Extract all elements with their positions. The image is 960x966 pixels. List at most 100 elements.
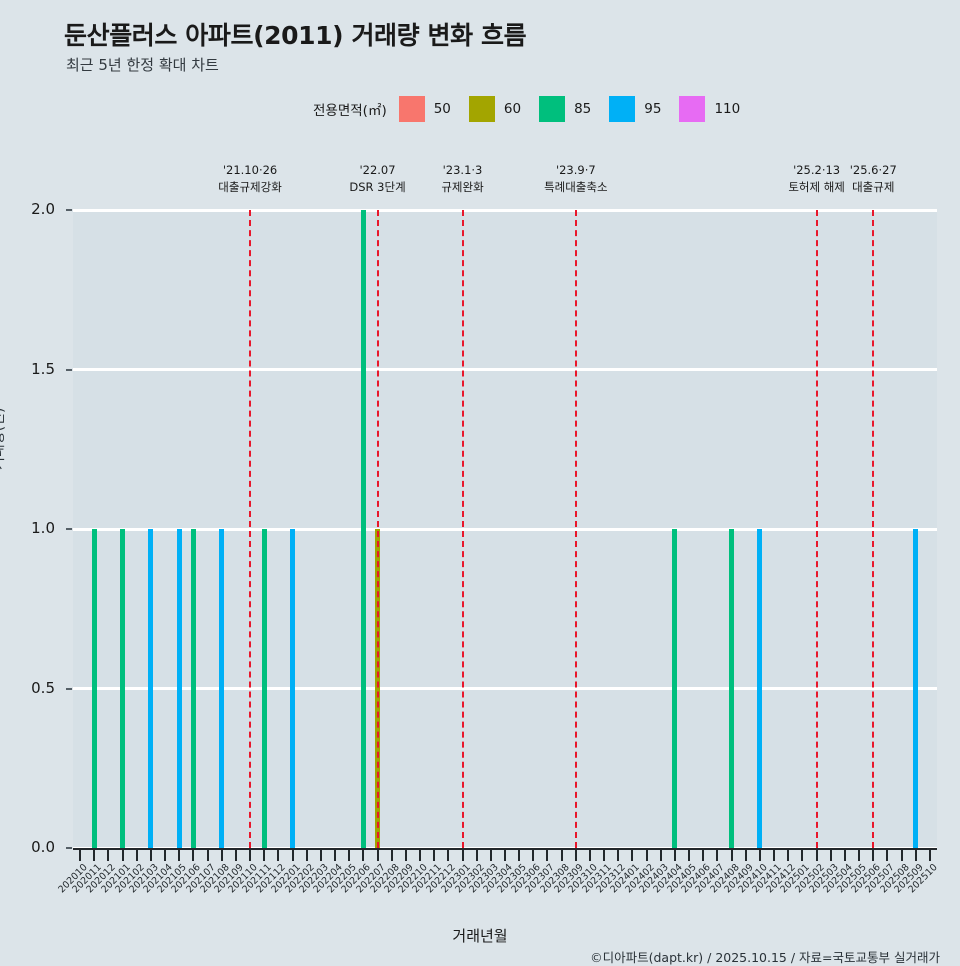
x-tick-mark	[348, 850, 351, 861]
event-date: '23.1·3	[442, 163, 483, 177]
x-tick-mark	[149, 850, 152, 861]
x-tick-mark	[404, 850, 407, 861]
x-tick-mark	[518, 850, 521, 861]
x-axis-line	[73, 848, 937, 850]
y-tick-mark-0.5	[66, 687, 72, 690]
legend-item-95[interactable]: 95	[609, 96, 673, 122]
event-text: 규제완화	[441, 180, 484, 194]
bar[interactable]	[757, 529, 763, 848]
event-date: '25.6·27	[849, 163, 897, 177]
legend-item-50[interactable]: 50	[398, 96, 463, 122]
y-tick-label-0.0: 0.0	[31, 838, 55, 856]
legend: 전용면적(㎡) 50 60 85 95 110	[313, 96, 758, 122]
legend-label-60: 60	[503, 101, 522, 117]
event-annotation-202309: '23.9·7 특례대출축소	[506, 162, 646, 196]
x-tick-mark	[305, 850, 308, 861]
bar[interactable]	[672, 529, 678, 848]
event-annotation-202506: '25.6·27 대출규제	[803, 162, 943, 196]
bar[interactable]	[91, 529, 97, 848]
x-tick-mark	[362, 850, 365, 861]
event-text: 토허제 해제	[788, 180, 845, 194]
x-tick-mark	[801, 850, 804, 861]
x-tick-mark	[93, 850, 96, 861]
legend-label-110: 110	[714, 101, 741, 117]
x-tick-mark	[206, 850, 209, 861]
x-tick-mark	[461, 850, 464, 861]
x-tick-mark	[433, 850, 436, 861]
legend-item-85[interactable]: 85	[539, 96, 603, 122]
x-tick-mark	[673, 850, 676, 861]
bar[interactable]	[219, 529, 225, 848]
event-line-202506	[872, 210, 875, 848]
x-tick-mark	[914, 850, 917, 861]
bar[interactable]	[290, 529, 296, 848]
x-tick-mark	[334, 850, 337, 861]
y-axis-title: 거래량(건)	[0, 407, 7, 470]
x-tick-mark	[532, 850, 535, 861]
x-tick-mark	[390, 850, 393, 861]
x-tick-mark	[843, 850, 846, 861]
legend-item-110[interactable]: 110	[679, 96, 752, 122]
bar[interactable]	[176, 529, 182, 848]
x-tick-mark	[744, 850, 747, 861]
x-tick-mark	[702, 850, 705, 861]
bar[interactable]	[360, 210, 366, 848]
bar[interactable]	[148, 529, 154, 848]
legend-swatch-50	[398, 96, 425, 122]
x-tick-mark	[192, 850, 195, 861]
x-tick-mark	[107, 850, 110, 861]
page-subtitle: 최근 5년 한정 확대 차트	[66, 56, 219, 74]
x-tick-mark	[489, 850, 492, 861]
legend-item-60[interactable]: 60	[468, 96, 533, 122]
x-tick-mark	[659, 850, 662, 861]
legend-title: 전용면적(㎡)	[313, 103, 387, 119]
event-annotation-202207: '22.07 DSR 3단계	[308, 162, 448, 196]
bar[interactable]	[913, 529, 919, 848]
x-tick-mark	[376, 850, 379, 861]
event-text: 대출규제강화	[218, 180, 282, 194]
y-tick-mark-0.0	[66, 847, 72, 849]
plot-area	[73, 208, 937, 850]
x-tick-mark	[588, 850, 591, 861]
y-tick-mark-1.0	[66, 528, 72, 530]
x-tick-mark	[858, 850, 861, 861]
x-tick-mark	[475, 850, 478, 861]
bar[interactable]	[261, 529, 267, 848]
x-tick-mark	[546, 850, 549, 861]
event-date: '25.2·13	[793, 163, 841, 177]
gridline-2.0	[73, 208, 937, 212]
legend-label-85: 85	[574, 101, 592, 117]
x-tick-mark	[121, 850, 124, 861]
event-line-202110	[249, 210, 252, 848]
x-tick-mark	[319, 850, 322, 861]
x-tick-mark	[178, 850, 181, 861]
x-tick-mark	[447, 850, 450, 861]
x-tick-mark	[758, 850, 761, 861]
bar[interactable]	[729, 529, 735, 848]
legend-swatch-110	[679, 96, 706, 122]
event-line-202502	[815, 210, 818, 848]
gridline-0.5	[73, 687, 937, 690]
x-tick-mark	[631, 850, 634, 861]
x-tick-mark	[900, 850, 903, 861]
x-tick-mark	[773, 850, 776, 861]
y-tick-label-0.5: 0.5	[31, 678, 55, 697]
bar[interactable]	[120, 529, 126, 848]
event-annotation-202502: '25.2·13 토허제 해제	[747, 162, 887, 196]
y-tick-label-1.5: 1.5	[31, 359, 55, 378]
x-axis-title: 거래년월	[452, 927, 508, 945]
y-tick-mark-2.0	[66, 209, 72, 211]
x-tick-mark	[815, 850, 818, 861]
event-text: DSR 3단계	[349, 180, 406, 194]
x-tick-mark	[277, 850, 280, 861]
x-tick-mark	[787, 850, 790, 861]
event-date: '23.9·7	[555, 163, 596, 177]
bar[interactable]	[190, 529, 196, 848]
event-text: 대출규제	[852, 180, 895, 194]
x-tick-mark	[220, 850, 223, 861]
y-tick-mark-1.5	[66, 368, 72, 371]
x-tick-mark	[574, 850, 577, 861]
x-tick-mark	[164, 850, 167, 861]
legend-swatch-95	[609, 96, 636, 122]
legend-swatch-60	[468, 96, 495, 122]
